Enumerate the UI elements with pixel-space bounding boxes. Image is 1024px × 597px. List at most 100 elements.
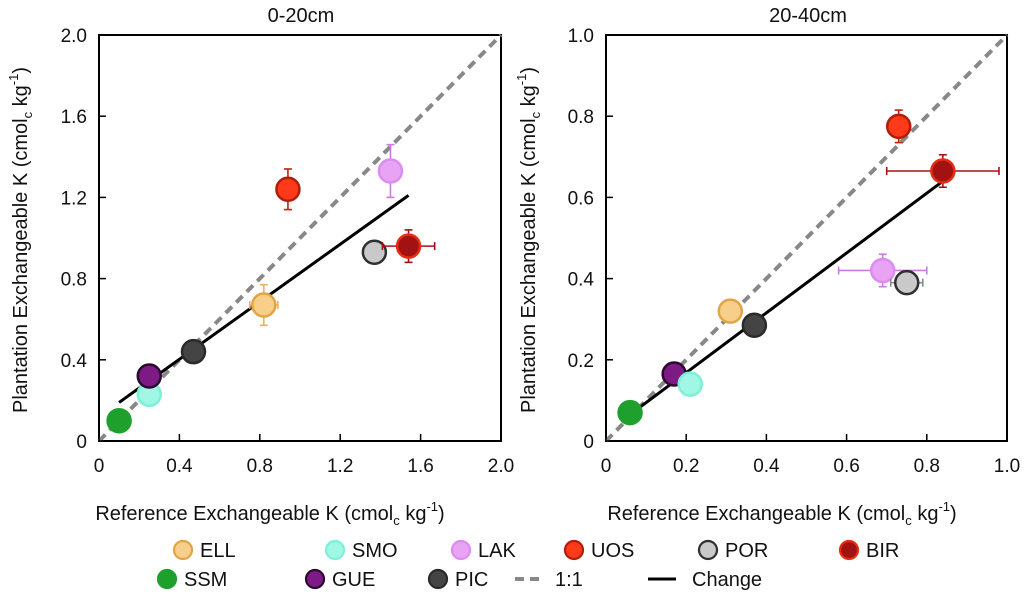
legend-item-lak: LAK: [450, 539, 516, 562]
x-tick-label: 0.2: [673, 456, 699, 477]
plot-frame-0-20cm: [98, 34, 502, 442]
y-tick-label: 0: [76, 432, 87, 453]
legend-marker: [304, 568, 326, 590]
point-gue: [136, 363, 162, 389]
marker-ssm: [106, 407, 132, 434]
x-axis-label-20-40cm: Reference Exchangeable K (cmolc kg-1): [607, 499, 956, 528]
legend-item-smo: SMO: [324, 539, 398, 562]
marker-lak: [377, 158, 404, 184]
legend-item-ssm: SSM: [156, 568, 227, 591]
y-tick-label: 1.0: [568, 26, 594, 47]
panel-20-40cm: 20-40cm 0 0.2 0.4 0.6 0.8 1.0 0 0.2 0.4 0.6 0.8 1.0…: [514, 5, 1020, 528]
y-tick-label: 1.6: [61, 107, 87, 128]
x-tick-label: 1.2: [327, 456, 353, 477]
legend-label: GUE: [332, 569, 375, 591]
marker-ell: [717, 298, 744, 324]
y-tick-label: 0.2: [568, 351, 594, 372]
identity-line-1-1: [97, 33, 503, 443]
y-tick-label: 0.8: [61, 270, 87, 291]
legend-item-pic: PIC: [427, 568, 488, 591]
legend-item-bir: BIR: [838, 539, 899, 562]
legend-label: POR: [725, 540, 768, 562]
marker-uos: [275, 176, 301, 203]
point-smo: [677, 371, 703, 397]
legend-item-ell: ELL: [172, 539, 236, 562]
y-tick-label: 0: [583, 432, 594, 453]
marker-bir: [930, 158, 956, 184]
y-axis-label-0-20cm: Plantation Exchangeable K (cmolc kg-1): [6, 67, 35, 413]
point-pic: [741, 312, 768, 339]
point-por: [361, 239, 388, 265]
panel-0-20cm: 0-20cm 0 0.4 0.8 1.2 1.6 2.000.40.81.21.62.0 …: [6, 5, 514, 528]
legend-marker: [697, 539, 719, 561]
y-axis-label-20-40cm: Plantation Exchangeable K (cmolc kg-1): [514, 67, 543, 413]
x-tick-label: 0.4: [753, 456, 780, 477]
x-tick-label: 0.8: [247, 456, 273, 477]
x-tick-label: 2.0: [488, 456, 514, 477]
legend-label: SSM: [184, 569, 227, 591]
x-tick-label: 1.0: [994, 456, 1020, 477]
point-bir: [885, 153, 1000, 189]
y-tick-label: 1.2: [61, 188, 87, 209]
x-tick-label: 0: [601, 456, 612, 477]
legend-marker: [563, 539, 585, 561]
point-lak: [837, 253, 928, 288]
point-por: [889, 269, 924, 296]
marker-pic: [741, 312, 768, 339]
point-ssm: [617, 399, 643, 426]
legend-label: LAK: [478, 540, 516, 562]
y-tick-label: 0.6: [568, 188, 594, 209]
point-ell: [248, 283, 279, 327]
point-ell: [717, 298, 744, 324]
point-uos: [885, 109, 912, 144]
marker-ssm: [617, 399, 643, 426]
legend-label: Change: [692, 569, 762, 591]
y-tick-label: 0.4: [568, 270, 595, 291]
x-tick-label: 0.4: [166, 456, 193, 477]
point-bir: [381, 229, 436, 264]
plot-frame-20-40cm: [605, 34, 1008, 442]
marker-ell: [251, 292, 277, 318]
legend: ELL SMO LAK UOS POR BIR SSM GUE PIC 1:1 Change: [156, 539, 899, 591]
legend-marker: [172, 539, 194, 561]
marker-por: [894, 269, 920, 296]
point-pic: [180, 338, 207, 365]
point-smo: [136, 381, 162, 408]
x-tick-label: 1.6: [407, 456, 433, 477]
point-lak: [377, 143, 404, 199]
y-tick-label: 0.4: [61, 351, 88, 372]
legend-label: PIC: [455, 569, 488, 591]
panel-title-0-20cm: 0-20cm: [268, 5, 335, 27]
y-tick-label: 0.8: [568, 107, 594, 128]
legend-item-identity: 1:1: [515, 569, 583, 591]
legend-marker: [838, 539, 860, 561]
marker-pic: [180, 338, 207, 365]
legend-label: BIR: [866, 540, 899, 562]
marker-uos: [885, 113, 912, 140]
y-tick-label: 2.0: [61, 26, 87, 47]
legend-label: 1:1: [555, 569, 583, 591]
marker-smo: [677, 371, 703, 397]
legend-marker: [450, 539, 472, 561]
legend-item-change: Change: [648, 569, 762, 591]
x-tick-label: 0.8: [914, 456, 940, 477]
legend-item-gue: GUE: [304, 568, 375, 591]
legend-item-uos: UOS: [563, 539, 634, 562]
legend-label: ELL: [200, 540, 236, 562]
x-tick-label: 0.6: [833, 456, 859, 477]
legend-label: UOS: [591, 540, 634, 562]
legend-marker: [427, 568, 449, 590]
marker-por: [361, 239, 388, 265]
legend-label: SMO: [352, 540, 398, 562]
point-uos: [275, 168, 301, 211]
legend-marker: [156, 568, 178, 590]
x-tick-label: 0: [94, 456, 105, 477]
x-axis-label-0-20cm: Reference Exchangeable K (cmolc kg-1): [95, 499, 444, 528]
panel-title-20-40cm: 20-40cm: [769, 5, 847, 27]
marker-lak: [869, 257, 896, 284]
marker-bir: [395, 233, 422, 259]
legend-item-por: POR: [697, 539, 768, 562]
point-ssm: [106, 407, 132, 434]
marker-gue: [136, 363, 162, 389]
